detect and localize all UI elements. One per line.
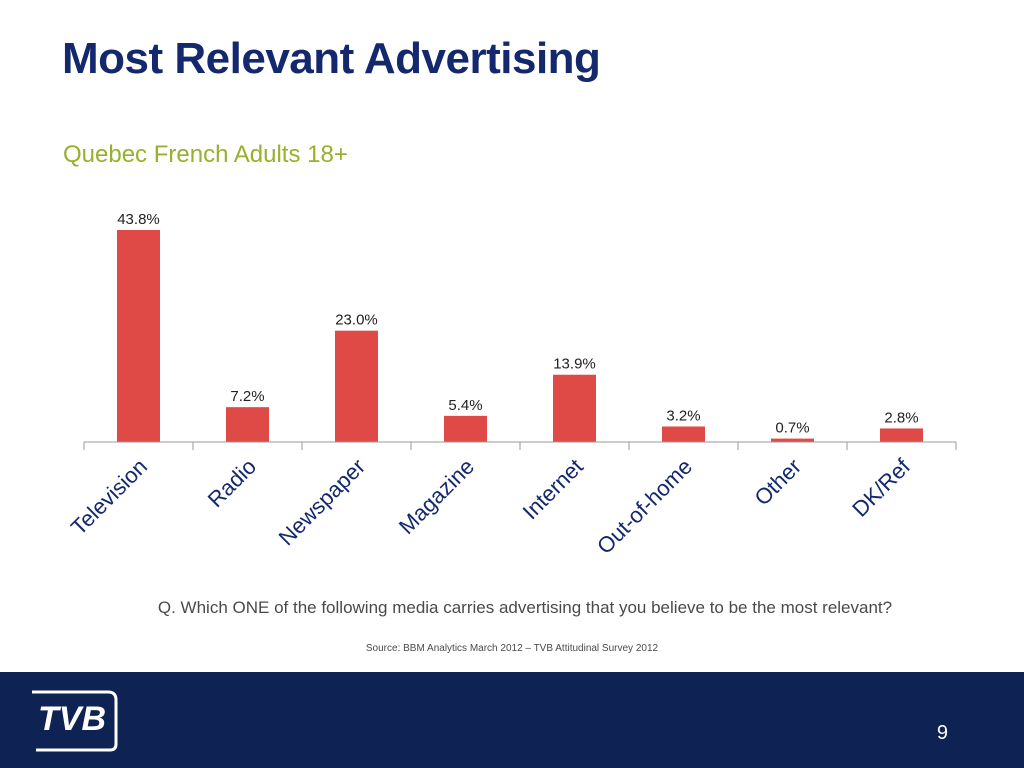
x-tick-labels: Television Radio Newspaper Magazine Internet… [66, 453, 916, 559]
bar-magazine [444, 415, 487, 442]
bar-television [117, 230, 160, 442]
data-label-other: 0.7% [775, 420, 809, 437]
footer-bar: TVB 9 [0, 672, 1024, 768]
bar-out-of-home [662, 426, 705, 442]
survey-question: Q. Which ONE of the following media carr… [157, 598, 893, 617]
bar-radio [226, 407, 269, 442]
bar-chart: 43.8% 7.2% 23.0% 5.4% 13.9% 3.2% 0.7% 2.8% Tele… [66, 211, 957, 559]
x-tick-label-television: Television [66, 454, 152, 540]
data-label-radio: 7.2% [230, 388, 264, 405]
x-tick-label-dk-ref: DK/Ref [847, 453, 915, 521]
bar-other [771, 438, 814, 442]
x-tick-label-other: Other [749, 454, 806, 511]
data-label-internet: 13.9% [553, 356, 596, 373]
slide-subtitle: Quebec French Adults 18+ [63, 141, 348, 168]
data-labels: 43.8% 7.2% 23.0% 5.4% 13.9% 3.2% 0.7% 2.8% [117, 211, 918, 437]
source-note: Source: BBM Analytics March 2012 – TVB A… [365, 643, 659, 654]
bar-dk-ref [880, 428, 923, 442]
page-number: 9 [936, 722, 948, 744]
x-tick-label-internet: Internet [518, 454, 588, 524]
data-label-dk-ref: 2.8% [884, 409, 918, 426]
data-label-magazine: 5.4% [448, 397, 482, 414]
x-tick-label-out-of-home: Out-of-home [592, 454, 697, 559]
x-tick-label-newspaper: Newspaper [274, 454, 370, 550]
tvb-logo-icon: TVB [32, 690, 118, 752]
x-tick-label-magazine: Magazine [394, 454, 479, 539]
data-label-out-of-home: 3.2% [666, 408, 700, 425]
x-tick-label-radio: Radio [203, 454, 261, 512]
bar-internet [553, 374, 596, 442]
logo-text: TVB [38, 700, 106, 738]
slide-title: Most Relevant Advertising [62, 34, 601, 83]
bar-newspaper [335, 330, 378, 442]
bar-series [117, 230, 923, 442]
data-label-newspaper: 23.0% [335, 312, 378, 329]
data-label-television: 43.8% [117, 211, 160, 228]
x-axis [83, 441, 957, 450]
